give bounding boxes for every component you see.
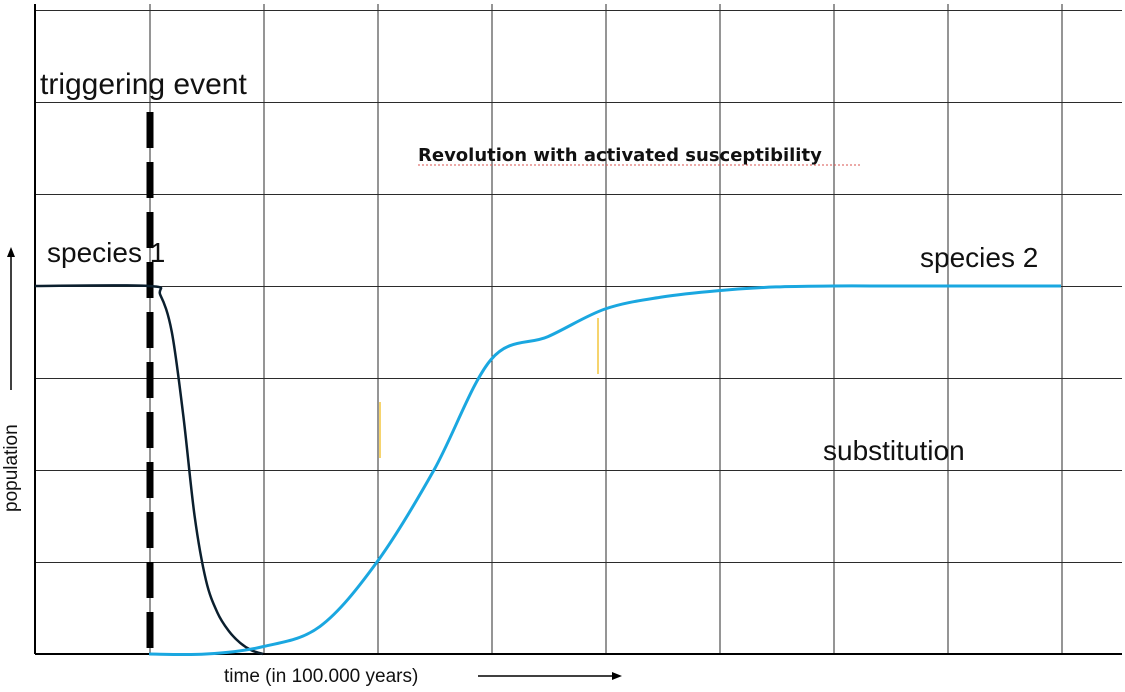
grid: [35, 4, 1122, 654]
chart-title: Revolution with activated susceptibility: [418, 145, 822, 166]
species-2-line: [148, 284, 1061, 657]
event-label: triggering event: [40, 68, 247, 101]
y-axis-arrowhead: [7, 247, 15, 257]
substitution-label: substitution: [823, 435, 965, 466]
x-axis-arrowhead: [612, 672, 622, 680]
y-axis-label: population: [1, 424, 22, 512]
species-2-label: species 2: [920, 242, 1038, 273]
species-1-label: species 1: [47, 237, 165, 268]
x-axis-label: time (in 100.000 years): [224, 666, 418, 687]
species-1-line: [34, 284, 264, 656]
